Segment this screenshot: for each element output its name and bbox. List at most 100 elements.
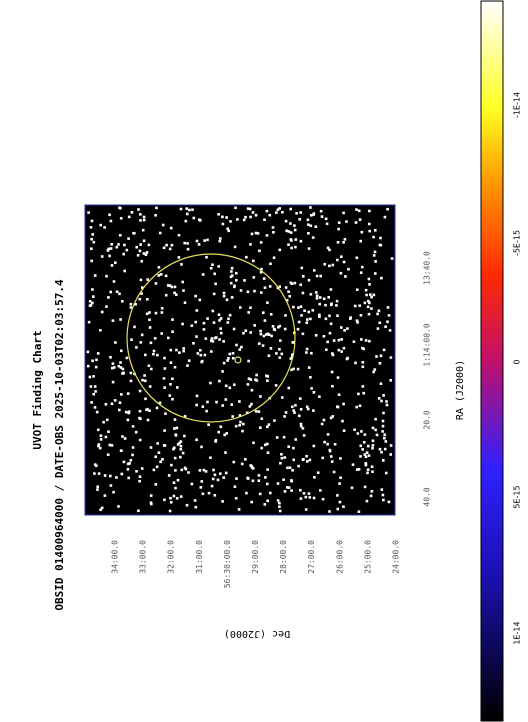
source [169,496,172,500]
source [104,403,108,406]
source [288,466,292,469]
source [182,347,185,350]
source [244,458,247,461]
source [90,247,93,250]
source [296,367,300,371]
source [150,502,153,506]
source [207,491,211,495]
source [254,231,258,235]
source [376,312,379,316]
y-tick-label: 56:30:00.0 [223,540,232,588]
source [385,403,389,407]
source [305,405,309,409]
source [195,309,199,312]
source [328,314,331,318]
source [213,272,216,276]
source [385,471,388,475]
y-tick-label: 34:00.0 [111,540,120,574]
source [157,274,161,277]
source [171,377,174,381]
source [300,314,303,317]
source [308,496,312,499]
source [296,327,300,331]
source [110,264,114,267]
source [90,401,93,404]
source [386,306,390,309]
source [141,286,144,289]
source [331,353,335,357]
source [197,243,201,246]
source [121,367,125,371]
source [368,229,371,233]
source [378,321,382,325]
source [123,437,127,440]
source [183,414,187,418]
source [331,415,334,418]
source [209,266,213,270]
source [332,470,336,474]
target-marker [234,356,242,364]
source [222,291,226,295]
source [318,296,322,299]
source [190,482,194,486]
source [118,408,121,412]
source [185,207,188,210]
source [152,349,156,353]
source [210,484,214,488]
source [336,376,340,379]
source [311,236,315,239]
source [111,380,115,384]
source [259,271,263,274]
source [131,425,135,428]
source [120,472,124,476]
source [176,443,180,446]
source [266,332,270,336]
source [93,406,97,409]
y-axis-label: Dec (J2000) [224,628,290,639]
source [382,394,385,397]
source [290,479,293,483]
source [245,411,249,415]
source [250,464,253,468]
source [318,315,321,318]
source [368,209,371,213]
source [287,486,291,489]
source [93,274,97,277]
source [183,466,187,470]
source [121,435,124,438]
source [367,299,370,303]
source [266,499,269,503]
source [144,379,147,383]
source [254,213,258,217]
source [323,440,326,444]
source [86,350,90,354]
source [289,207,292,211]
source [163,498,166,502]
source [375,433,379,437]
source [390,257,394,260]
source [244,215,247,219]
source [118,206,121,210]
source [380,276,383,280]
source [356,321,359,324]
source [146,298,149,301]
source [320,422,324,426]
source [322,297,326,301]
source [221,500,224,503]
source [276,208,280,211]
source [130,211,134,214]
source [340,350,343,353]
source [273,419,276,422]
source [255,373,258,377]
source [265,234,269,237]
source [191,208,194,211]
source [185,503,189,507]
source [249,378,253,381]
source [275,436,279,439]
source [305,351,308,354]
source [145,251,149,254]
source [247,311,250,314]
source [336,258,339,262]
source [379,236,382,240]
